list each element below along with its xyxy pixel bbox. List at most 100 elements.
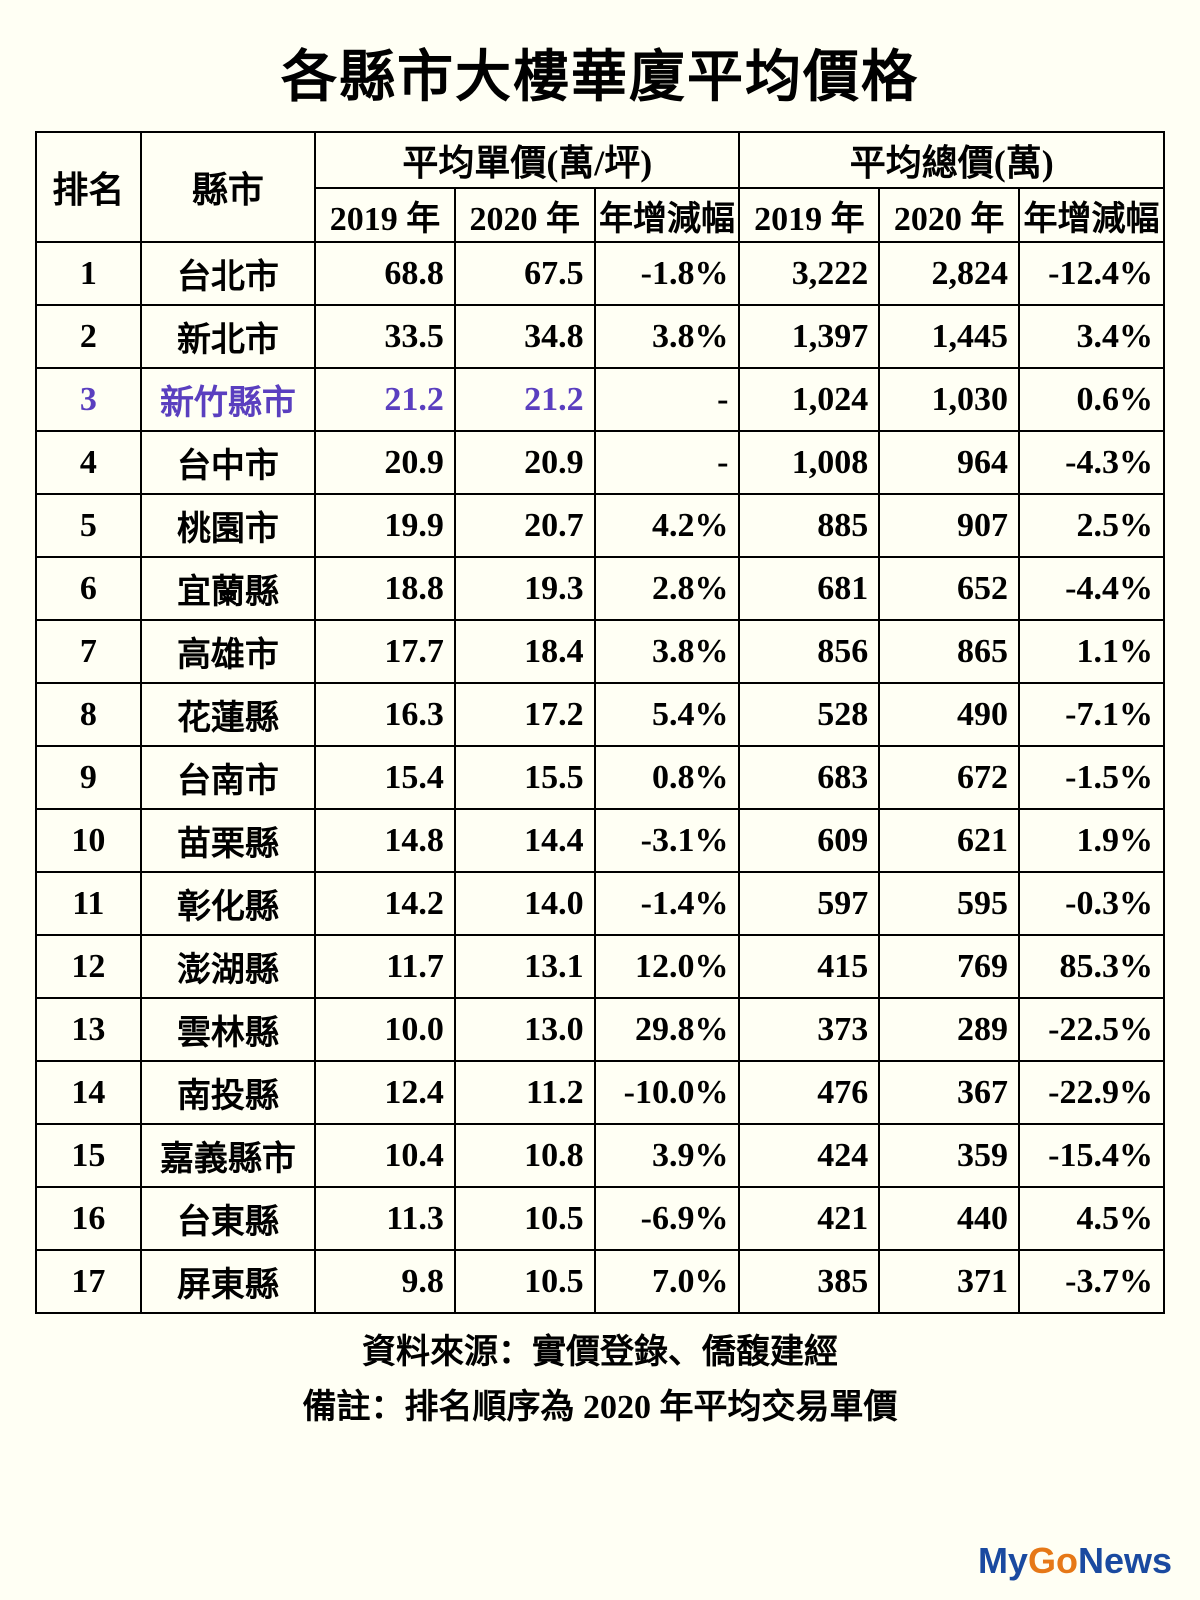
cell-unit-2020: 17.2 — [455, 683, 595, 746]
cell-city: 台北市 — [141, 242, 315, 305]
cell-rank: 16 — [36, 1187, 141, 1250]
col-unit-change: 年增減幅 — [595, 188, 740, 242]
cell-unit-2020: 13.1 — [455, 935, 595, 998]
table-row: 3新竹縣市21.221.2-1,0241,0300.6% — [36, 368, 1164, 431]
cell-total-change: -7.1% — [1019, 683, 1164, 746]
cell-rank: 15 — [36, 1124, 141, 1187]
cell-total-2019: 597 — [739, 872, 879, 935]
cell-city: 彰化縣 — [141, 872, 315, 935]
table-row: 10苗栗縣14.814.4-3.1%6096211.9% — [36, 809, 1164, 872]
cell-unit-2019: 10.0 — [315, 998, 455, 1061]
cell-unit-change: 12.0% — [595, 935, 740, 998]
cell-city: 台東縣 — [141, 1187, 315, 1250]
cell-unit-2019: 11.7 — [315, 935, 455, 998]
cell-total-change: 85.3% — [1019, 935, 1164, 998]
cell-unit-change: -3.1% — [595, 809, 740, 872]
watermark-news: News — [1078, 1540, 1172, 1581]
cell-unit-change: -1.8% — [595, 242, 740, 305]
table-row: 4台中市20.920.9-1,008964-4.3% — [36, 431, 1164, 494]
cell-total-2020: 769 — [879, 935, 1019, 998]
cell-total-2019: 476 — [739, 1061, 879, 1124]
cell-total-2020: 367 — [879, 1061, 1019, 1124]
cell-unit-change: 3.9% — [595, 1124, 740, 1187]
cell-unit-2019: 19.9 — [315, 494, 455, 557]
col-rank: 排名 — [36, 132, 141, 242]
cell-unit-change: 29.8% — [595, 998, 740, 1061]
cell-rank: 6 — [36, 557, 141, 620]
cell-total-2019: 885 — [739, 494, 879, 557]
watermark-my: My — [978, 1540, 1028, 1581]
cell-total-2019: 683 — [739, 746, 879, 809]
cell-total-2020: 621 — [879, 809, 1019, 872]
watermark: MyGoNews — [978, 1540, 1172, 1582]
page-title: 各縣市大樓華廈平均價格 — [0, 0, 1200, 131]
cell-city: 台中市 — [141, 431, 315, 494]
col-total-change: 年增減幅 — [1019, 188, 1164, 242]
cell-city: 澎湖縣 — [141, 935, 315, 998]
cell-total-change: -1.5% — [1019, 746, 1164, 809]
cell-unit-change: -1.4% — [595, 872, 740, 935]
cell-unit-change: 2.8% — [595, 557, 740, 620]
cell-unit-change: 5.4% — [595, 683, 740, 746]
cell-city: 苗栗縣 — [141, 809, 315, 872]
cell-unit-2019: 68.8 — [315, 242, 455, 305]
cell-unit-change: -6.9% — [595, 1187, 740, 1250]
table-row: 13雲林縣10.013.029.8%373289-22.5% — [36, 998, 1164, 1061]
cell-total-change: -3.7% — [1019, 1250, 1164, 1313]
col-unit-2019: 2019 年 — [315, 188, 455, 242]
cell-rank: 8 — [36, 683, 141, 746]
cell-unit-2020: 34.8 — [455, 305, 595, 368]
col-unit-2020: 2020 年 — [455, 188, 595, 242]
cell-city: 宜蘭縣 — [141, 557, 315, 620]
price-table: 排名 縣市 平均單價(萬/坪) 平均總價(萬) 2019 年 2020 年 年增… — [35, 131, 1165, 1314]
cell-total-change: 0.6% — [1019, 368, 1164, 431]
cell-total-2019: 1,008 — [739, 431, 879, 494]
cell-rank: 1 — [36, 242, 141, 305]
note-line: 備註：排名順序為 2020 年平均交易單價 — [0, 1379, 1200, 1448]
cell-total-2019: 681 — [739, 557, 879, 620]
cell-unit-2019: 18.8 — [315, 557, 455, 620]
table-row: 6宜蘭縣18.819.32.8%681652-4.4% — [36, 557, 1164, 620]
cell-unit-2020: 20.9 — [455, 431, 595, 494]
cell-total-2020: 907 — [879, 494, 1019, 557]
cell-rank: 4 — [36, 431, 141, 494]
cell-city: 新竹縣市 — [141, 368, 315, 431]
table-row: 5桃園市19.920.74.2%8859072.5% — [36, 494, 1164, 557]
cell-unit-2020: 10.5 — [455, 1250, 595, 1313]
cell-city: 新北市 — [141, 305, 315, 368]
table-row: 2新北市33.534.83.8%1,3971,4453.4% — [36, 305, 1164, 368]
cell-unit-2019: 12.4 — [315, 1061, 455, 1124]
cell-total-2019: 1,397 — [739, 305, 879, 368]
cell-total-change: -22.9% — [1019, 1061, 1164, 1124]
cell-total-2020: 672 — [879, 746, 1019, 809]
cell-rank: 3 — [36, 368, 141, 431]
cell-total-2019: 373 — [739, 998, 879, 1061]
table-row: 14南投縣12.411.2-10.0%476367-22.9% — [36, 1061, 1164, 1124]
cell-total-change: -4.3% — [1019, 431, 1164, 494]
table-row: 17屏東縣9.810.57.0%385371-3.7% — [36, 1250, 1164, 1313]
source-line: 資料來源：實價登錄、僑馥建經 — [0, 1324, 1200, 1373]
cell-rank: 7 — [36, 620, 141, 683]
cell-unit-change: -10.0% — [595, 1061, 740, 1124]
cell-total-2019: 856 — [739, 620, 879, 683]
cell-total-2020: 2,824 — [879, 242, 1019, 305]
cell-unit-2020: 21.2 — [455, 368, 595, 431]
table-row: 15嘉義縣市10.410.83.9%424359-15.4% — [36, 1124, 1164, 1187]
cell-total-change: -4.4% — [1019, 557, 1164, 620]
cell-unit-2020: 14.4 — [455, 809, 595, 872]
table-row: 7高雄市17.718.43.8%8568651.1% — [36, 620, 1164, 683]
cell-unit-2019: 9.8 — [315, 1250, 455, 1313]
cell-total-2019: 3,222 — [739, 242, 879, 305]
cell-unit-2019: 33.5 — [315, 305, 455, 368]
cell-unit-2019: 11.3 — [315, 1187, 455, 1250]
cell-city: 屏東縣 — [141, 1250, 315, 1313]
cell-total-2019: 421 — [739, 1187, 879, 1250]
cell-unit-2019: 17.7 — [315, 620, 455, 683]
cell-total-2020: 865 — [879, 620, 1019, 683]
cell-total-change: -0.3% — [1019, 872, 1164, 935]
cell-unit-2020: 18.4 — [455, 620, 595, 683]
cell-rank: 17 — [36, 1250, 141, 1313]
cell-total-2019: 609 — [739, 809, 879, 872]
cell-total-2020: 440 — [879, 1187, 1019, 1250]
cell-rank: 5 — [36, 494, 141, 557]
